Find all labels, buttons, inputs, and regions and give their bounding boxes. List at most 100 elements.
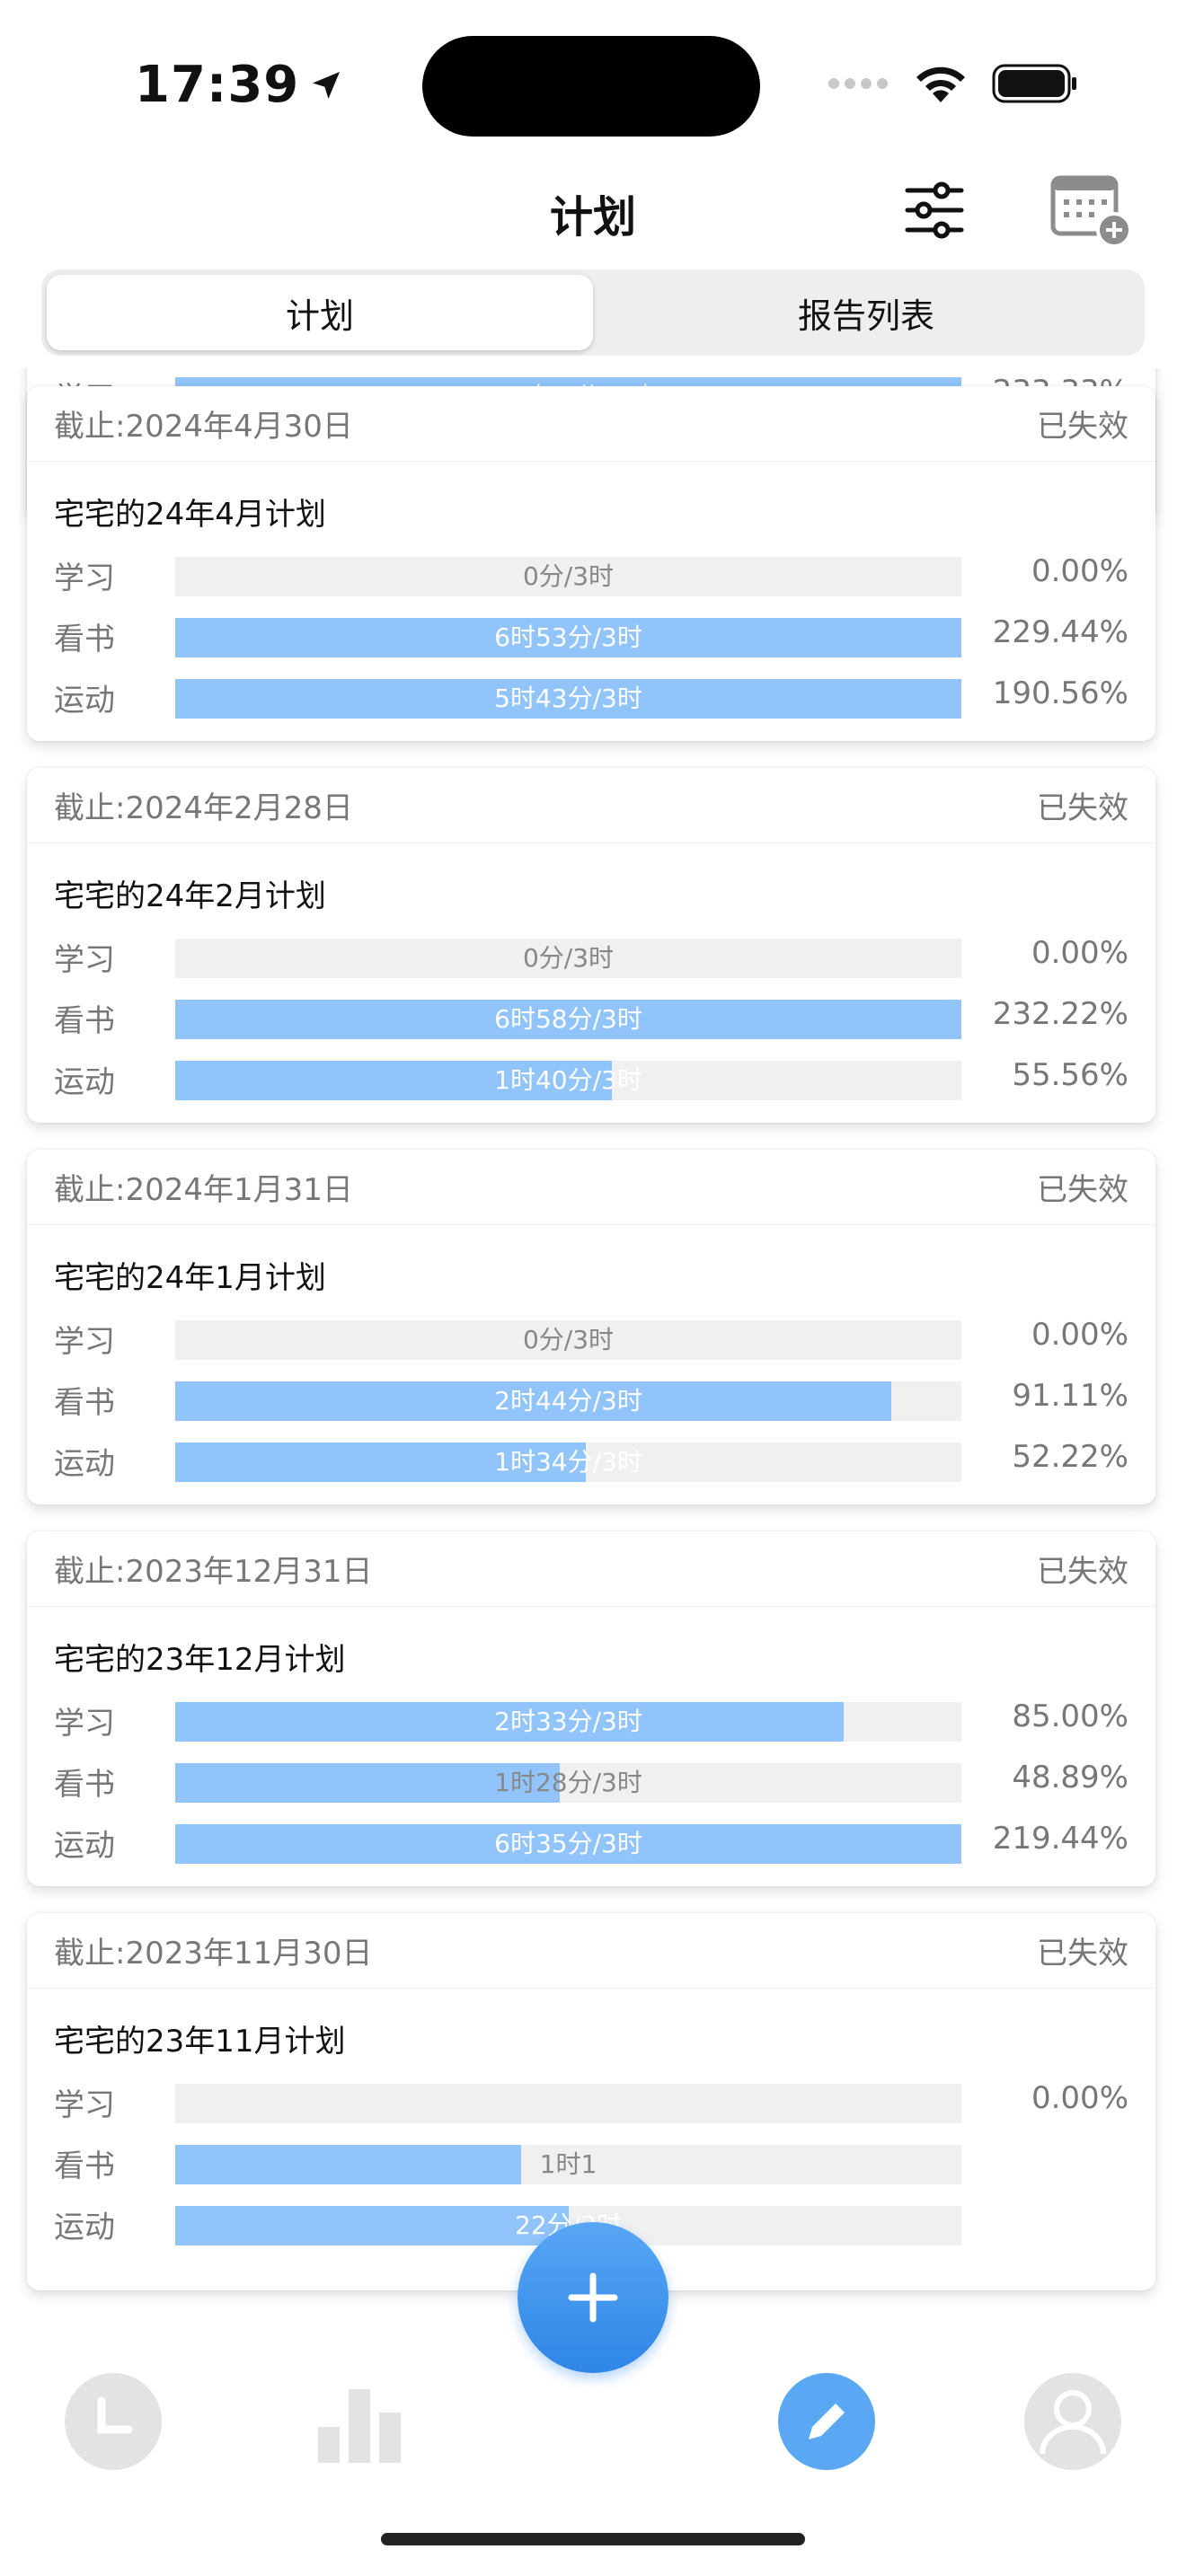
plan-row: 学习 0分/3时 0.00%	[27, 1306, 1155, 1367]
progress-bar-fill	[175, 2145, 521, 2184]
progress-bar: 2时44分/3时	[175, 1381, 961, 1421]
progress-bar: 6时53分/3时	[175, 618, 961, 657]
category-label: 看书	[54, 2148, 115, 2184]
signal-dots-icon	[828, 78, 888, 89]
progress-bar: 1时34分/3时	[175, 1442, 961, 1482]
progress-text: 6时53分/3时	[494, 622, 642, 652]
plan-card[interactable]: 截止:2024年4月30日 已失效 宅宅的24年4月计划 学习 0分/3时 0.00% 看书…	[27, 386, 1155, 741]
progress-text: 0分/3时	[522, 1325, 615, 1354]
plan-row: 看书 2时44分/3时 91.11%	[27, 1367, 1155, 1428]
plan-card-header: 截止:2024年2月28日 已失效	[27, 768, 1155, 843]
status-time-text: 17:39	[135, 56, 300, 114]
sliders-icon	[905, 181, 964, 239]
pencil-icon	[809, 2404, 845, 2439]
plan-card-body: 截止:2024年4月30日 已失效 宅宅的24年4月计划 学习 0分/3时 0.00% 看书…	[27, 386, 1155, 726]
progress-percent: 190.56%	[992, 675, 1128, 711]
plan-row: 学习 0分/3时 0.00%	[27, 543, 1155, 604]
progress-bar: 6时35分/3时	[175, 1824, 961, 1864]
progress-text: 1时40分/3时	[494, 1065, 642, 1095]
plan-title: 宅宅的24年4月计划	[54, 497, 326, 533]
tab-plan-edit[interactable]	[778, 2373, 875, 2470]
category-label: 看书	[54, 1767, 115, 1803]
progress-bar-fill	[175, 1000, 961, 1039]
add-calendar-button[interactable]	[1049, 169, 1134, 250]
calendar-add-icon	[1050, 175, 1132, 248]
plan-row: 运动 1时34分/3时 52.22%	[27, 1428, 1155, 1489]
progress-bar-fill	[175, 2206, 569, 2245]
plan-card-header: 截止:2023年12月31日 已失效	[27, 1531, 1155, 1607]
bar-chart-icon	[318, 2389, 401, 2463]
plan-deadline: 截止:2023年12月31日	[54, 1554, 373, 1590]
plan-list[interactable]: 学习11时40分/5时233.33%看书10时37分/5时212.33%运动5时…	[0, 368, 1186, 2344]
plan-card-header: 截止:2024年1月31日 已失效	[27, 1150, 1155, 1225]
progress-bar: 0分/3时	[175, 1320, 961, 1360]
tab-report-list[interactable]: 报告列表	[797, 296, 934, 336]
tab-stats[interactable]	[311, 2373, 408, 2470]
category-label: 学习	[54, 1706, 115, 1742]
plan-card-body: 截止:2023年12月31日 已失效 宅宅的23年12月计划 学习 2时33分/3时 85…	[27, 1531, 1155, 1871]
nav-bar: 计划	[0, 162, 1186, 260]
category-label: 运动	[54, 1446, 115, 1482]
tab-profile[interactable]	[1024, 2373, 1121, 2470]
plan-row: 看书 1时28分/3时 48.89%	[27, 1749, 1155, 1810]
progress-percent: 0.00%	[1031, 935, 1128, 971]
plan-deadline: 截止:2024年1月31日	[54, 1172, 353, 1208]
clock-icon	[97, 2396, 133, 2434]
plan-row: 看书 1时1	[27, 2130, 1155, 2192]
category-label: 运动	[54, 2210, 115, 2245]
plan-card-body: 截止:2023年11月30日 已失效 宅宅的23年11月计划 学习 0.00% 看书 1时1…	[27, 1913, 1155, 2253]
progress-text: 0分/3时	[522, 561, 615, 591]
wifi-icon	[916, 66, 965, 102]
plus-icon	[568, 2272, 618, 2323]
plan-title: 宅宅的24年1月计划	[54, 1260, 326, 1296]
plan-row: 运动 5时43分/3时 190.56%	[27, 665, 1155, 726]
status-time: 17:39	[135, 56, 344, 114]
segmented-tabs: 计划 报告列表	[41, 269, 1145, 356]
plan-card-header: 截止:2024年4月30日 已失效	[27, 386, 1155, 462]
progress-bar: 5时43分/3时	[175, 679, 961, 719]
add-plan-button[interactable]	[518, 2222, 668, 2373]
category-label: 学习	[54, 2087, 115, 2123]
progress-percent: 91.11%	[1012, 1378, 1128, 1414]
progress-bar-fill	[175, 1763, 560, 1803]
page-title: 计划	[549, 192, 636, 243]
category-label: 学习	[54, 560, 115, 596]
progress-bar-fill	[175, 1061, 613, 1100]
progress-text: 0分/3时	[522, 943, 615, 973]
category-label: 运动	[54, 1064, 115, 1100]
category-label: 看书	[54, 1003, 115, 1039]
progress-percent: 85.00%	[1012, 1698, 1128, 1734]
progress-text: 6时35分/3时	[494, 1829, 642, 1858]
plan-card[interactable]: 截止:2024年1月31日 已失效 宅宅的24年1月计划 学习 0分/3时 0.00% 看书…	[27, 1150, 1155, 1504]
plan-card[interactable]: 截止:2023年12月31日 已失效 宅宅的23年12月计划 学习 2时33分/3时 85…	[27, 1531, 1155, 1886]
progress-text: 1时34分/3时	[494, 1447, 642, 1477]
progress-percent: 48.89%	[1012, 1760, 1128, 1795]
plan-row: 看书 6时58分/3时 232.22%	[27, 985, 1155, 1046]
plan-status-badge: 已失效	[1037, 1554, 1128, 1590]
plan-deadline: 截止:2024年4月30日	[54, 409, 353, 445]
progress-text: 6时58分/3时	[494, 1004, 642, 1034]
plan-deadline: 截止:2023年11月30日	[54, 1936, 373, 1972]
person-icon	[1040, 2390, 1106, 2455]
progress-text: 1时28分/3时	[494, 1768, 642, 1797]
tab-clock[interactable]	[65, 2373, 162, 2470]
category-label: 看书	[54, 1385, 115, 1421]
location-arrow-icon	[313, 71, 341, 99]
progress-bar-fill	[175, 679, 961, 719]
progress-text: 1时1	[539, 2149, 597, 2179]
plan-title: 宅宅的24年2月计划	[54, 878, 326, 914]
plan-row: 学习 0.00%	[27, 2069, 1155, 2130]
progress-bar: 0分/3时	[175, 939, 961, 978]
progress-percent: 0.00%	[1031, 1317, 1128, 1353]
plan-status-badge: 已失效	[1037, 1936, 1128, 1972]
plan-card[interactable]: 截止:2024年2月28日 已失效宅宅的24年2月计划 学习 0分/3时 0.00% 看书…	[27, 768, 1155, 1123]
category-label: 学习	[54, 942, 115, 978]
tab-plan[interactable]: 计划	[47, 275, 593, 350]
filter-button[interactable]	[902, 178, 967, 243]
plan-row: 运动 6时35分/3时 219.44%	[27, 1810, 1155, 1871]
plan-row: 看书 6时53分/3时 229.44%	[27, 604, 1155, 665]
status-bar: 17:39	[0, 0, 1186, 162]
progress-bar-fill	[175, 618, 961, 657]
plan-row: 学习 0分/3时 0.00%	[27, 924, 1155, 985]
progress-bar: 0分/3时	[175, 557, 961, 596]
